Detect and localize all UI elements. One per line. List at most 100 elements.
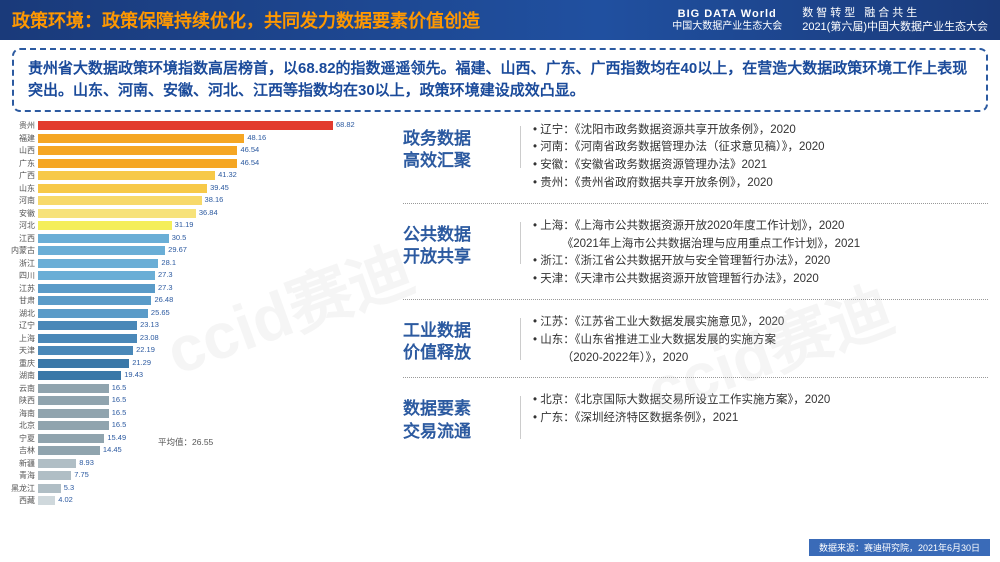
bar-track: 23.08	[38, 334, 373, 343]
section-title: 政务数据高效汇聚	[403, 122, 513, 172]
bar-value: 38.16	[202, 195, 224, 204]
bar-row: 山西46.54	[8, 145, 373, 158]
bar-label: 山东	[8, 183, 38, 194]
bar-track: 19.43	[38, 371, 373, 380]
bar-fill: 19.43	[38, 371, 121, 380]
list-item: 河南：《河南省政务数据管理办法（征求意见稿）》，2020	[533, 139, 988, 157]
bar-row: 重庆21.29	[8, 357, 373, 370]
bar-value: 26.48	[151, 295, 173, 304]
bar-fill: 48.16	[38, 134, 244, 143]
bar-fill: 15.49	[38, 434, 104, 443]
list-item: 天津：《天津市公共数据资源开放管理暂行办法》，2020	[533, 271, 988, 289]
bar-fill: 29.67	[38, 246, 165, 255]
bar-row: 西藏4.02	[8, 495, 373, 508]
bar-label: 广西	[8, 170, 38, 181]
bar-track: 29.67	[38, 246, 373, 255]
bar-value: 29.67	[165, 245, 187, 254]
bar-value: 22.19	[133, 345, 155, 354]
bar-label: 陕西	[8, 395, 38, 406]
bar-value: 39.45	[207, 183, 229, 192]
bar-track: 21.29	[38, 359, 373, 368]
section-title: 公共数据开放共享	[403, 218, 513, 268]
bar-label: 新疆	[8, 458, 38, 469]
bar-row: 吉林14.45	[8, 445, 373, 458]
bar-track: 46.54	[38, 146, 373, 155]
bar-label: 河北	[8, 220, 38, 231]
bar-label: 黑龙江	[8, 483, 38, 494]
list-item: 山东：《山东省推进工业大数据发展的实施方案 （2020-2022年）》，2020	[533, 332, 988, 368]
bar-track: 46.54	[38, 159, 373, 168]
bar-track: 31.19	[38, 221, 373, 230]
bar-track: 38.16	[38, 196, 373, 205]
bar-fill: 5.3	[38, 484, 61, 493]
bar-fill: 4.02	[38, 496, 55, 505]
list-item: 江苏：《江苏省工业大数据发展实施意见》，2020	[533, 314, 988, 332]
list-item: 安徽：《安徽省政务数据资源管理办法》2021	[533, 157, 988, 175]
bar-value: 41.32	[215, 170, 237, 179]
bar-label: 湖北	[8, 308, 38, 319]
bar-track: 36.84	[38, 209, 373, 218]
bar-track: 30.5	[38, 234, 373, 243]
bar-track: 16.5	[38, 384, 373, 393]
content: 平均值：26.55 贵州68.82福建48.16山西46.54广东46.54广西…	[0, 116, 1000, 536]
bar-value: 16.5	[109, 408, 127, 417]
bar-row: 四川27.3	[8, 270, 373, 283]
bar-fill: 16.5	[38, 409, 109, 418]
bar-label: 贵州	[8, 120, 38, 131]
bar-fill: 46.54	[38, 159, 237, 168]
bar-track: 16.5	[38, 421, 373, 430]
source-note: 数据来源：赛迪研究院，2021年6月30日	[809, 539, 990, 556]
bar-label: 内蒙古	[8, 245, 38, 256]
bar-value: 23.08	[137, 333, 159, 342]
bar-value: 16.5	[109, 420, 127, 429]
list-item: 辽宁：《沈阳市政务数据资源共享开放条例》，2020	[533, 122, 988, 140]
bar-label: 江西	[8, 233, 38, 244]
bar-track: 16.5	[38, 409, 373, 418]
bar-fill: 36.84	[38, 209, 196, 218]
section: 政务数据高效汇聚 辽宁：《沈阳市政务数据资源共享开放条例》，2020河南：《河南省…	[403, 122, 988, 204]
bar-row: 宁夏15.49	[8, 432, 373, 445]
bar-value: 8.93	[76, 458, 94, 467]
bar-row: 广东46.54	[8, 157, 373, 170]
bar-value: 48.16	[244, 133, 266, 142]
bar-fill: 16.5	[38, 384, 109, 393]
bar-fill: 68.82	[38, 121, 333, 130]
section-items: 江苏：《江苏省工业大数据发展实施意见》，2020山东：《山东省推进工业大数据发展…	[513, 314, 988, 367]
bar-fill: 25.65	[38, 309, 148, 318]
bar-value: 27.3	[155, 283, 173, 292]
bar-fill: 38.16	[38, 196, 202, 205]
section-title: 数据要素交易流通	[403, 392, 513, 442]
bar-fill: 8.93	[38, 459, 76, 468]
bar-track: 39.45	[38, 184, 373, 193]
bar-label: 浙江	[8, 258, 38, 269]
sections-area: 政务数据高效汇聚 辽宁：《沈阳市政务数据资源共享开放条例》，2020河南：《河南省…	[373, 116, 988, 536]
bar-track: 26.48	[38, 296, 373, 305]
bar-track: 68.82	[38, 121, 373, 130]
summary-box: 贵州省大数据政策环境指数高居榜首，以68.82的指数遥遥领先。福建、山西、广东、…	[12, 48, 988, 112]
list-item: 贵州：《贵州省政府数据共享开放条例》，2020	[533, 175, 988, 193]
bar-fill: 21.29	[38, 359, 129, 368]
bar-fill: 16.5	[38, 421, 109, 430]
bar-fill: 14.45	[38, 446, 100, 455]
bar-label: 河南	[8, 195, 38, 206]
bar-track: 27.3	[38, 284, 373, 293]
bar-row: 黑龙江5.3	[8, 482, 373, 495]
bar-fill: 23.08	[38, 334, 137, 343]
bar-value: 28.1	[158, 258, 176, 267]
bar-track: 15.49	[38, 434, 373, 443]
bar-label: 甘肃	[8, 295, 38, 306]
bar-fill: 7.75	[38, 471, 71, 480]
bar-track: 5.3	[38, 484, 373, 493]
bar-fill: 16.5	[38, 396, 109, 405]
bar-row: 甘肃 26.48	[8, 295, 373, 308]
bar-label: 湖南	[8, 370, 38, 381]
section-items: 上海：《上海市公共数据资源开放2020年度工作计划》，2020 《2021年上海…	[513, 218, 988, 289]
bar-row: 贵州68.82	[8, 120, 373, 133]
section: 工业数据价值释放江苏：《江苏省工业大数据发展实施意见》，2020山东：《山东省推…	[403, 314, 988, 378]
bar-label: 海南	[8, 408, 38, 419]
bar-row: 天津22.19	[8, 345, 373, 358]
bar-value: 4.02	[55, 495, 73, 504]
bar-label: 四川	[8, 270, 38, 281]
bar-value: 46.54	[237, 145, 259, 154]
bar-label: 西藏	[8, 495, 38, 506]
